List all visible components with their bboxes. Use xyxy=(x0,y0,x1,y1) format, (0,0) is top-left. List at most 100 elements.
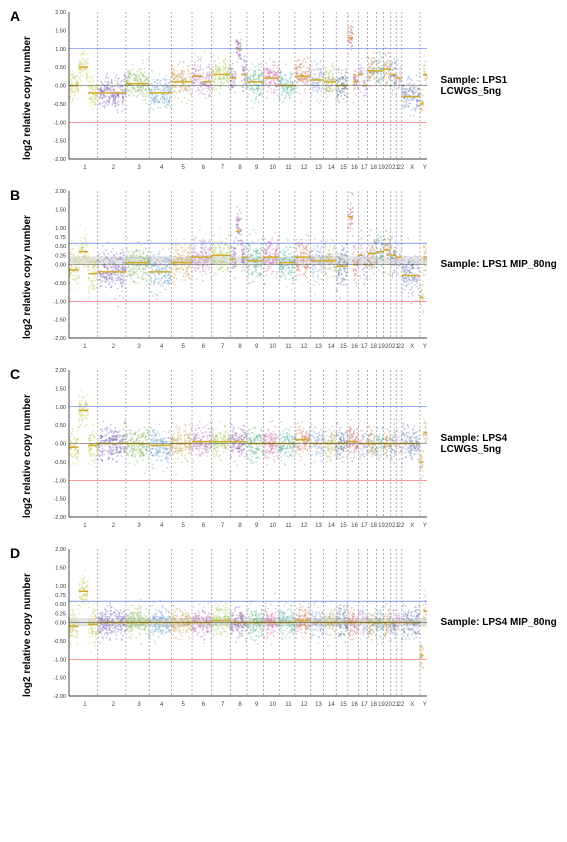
chart-panel: D log2 relative copy number -2.00-1.50-1… xyxy=(8,545,559,708)
x-tick-label: 9 xyxy=(248,344,264,350)
svg-text:1.50: 1.50 xyxy=(55,207,66,213)
panel-left-column: C log2 relative copy number xyxy=(8,366,47,526)
x-tick-label: 19 xyxy=(378,165,385,171)
x-tick-label: 4 xyxy=(151,702,173,708)
x-tick-label: 14 xyxy=(325,702,337,708)
x-tick-label: 8 xyxy=(232,523,249,529)
svg-text:1.00: 1.00 xyxy=(55,226,66,232)
x-tick-label: 17 xyxy=(360,523,369,529)
x-tick-label: 6 xyxy=(194,344,214,350)
x-tick-label: 12 xyxy=(296,165,311,171)
svg-text:2.00: 2.00 xyxy=(55,189,66,195)
x-tick-label: 14 xyxy=(325,523,337,529)
x-tick-label: 7 xyxy=(213,523,231,529)
chart-wrap: -2.00-1.50-1.00-0.500.000.501.001.502.00… xyxy=(49,366,429,529)
x-tick-label: 6 xyxy=(194,702,214,708)
x-tick-label: 10 xyxy=(265,344,281,350)
chart-panel: A log2 relative copy number -2.00-1.50-1… xyxy=(8,8,559,171)
x-tick-label: 17 xyxy=(360,165,369,171)
x-tick-label: 17 xyxy=(360,702,369,708)
sample-label: Sample: LPS4 MIP_80ng xyxy=(429,545,559,700)
svg-text:1.50: 1.50 xyxy=(55,28,66,34)
x-tick-label: 10 xyxy=(265,702,281,708)
sample-label: Sample: LPS4 LCWGS_5ng xyxy=(429,366,559,521)
x-tick-label: 16 xyxy=(349,523,359,529)
x-tick-label: 18 xyxy=(369,523,378,529)
x-tick-label: 1 xyxy=(71,344,100,350)
copy-number-chart: -2.00-1.50-1.00-0.500.000.501.001.502.00 xyxy=(49,366,429,521)
x-tick-label: 19 xyxy=(378,523,385,529)
x-tick-label: 15 xyxy=(338,702,350,708)
x-tick-label: X xyxy=(403,702,421,708)
chart-svg: -2.00-1.50-1.00-0.500.000.501.001.502.00 xyxy=(49,8,429,163)
x-tick-label: 11 xyxy=(281,702,297,708)
x-tick-label: 10 xyxy=(265,523,281,529)
chart-svg: -2.00-1.50-1.00-0.500.000.501.001.502.00 xyxy=(49,366,429,521)
x-tick-label: X xyxy=(403,344,421,350)
y-axis-label: log2 relative copy number xyxy=(22,207,33,347)
x-tick-label: 2 xyxy=(99,165,127,171)
x-tick-label: 15 xyxy=(338,165,350,171)
copy-number-chart: -2.00-1.50-1.00-0.500.000.250.500.751.00… xyxy=(49,545,429,700)
panel-letter: A xyxy=(10,8,20,24)
svg-text:2.00: 2.00 xyxy=(55,10,66,16)
x-tick-label: 8 xyxy=(232,344,249,350)
copy-number-chart: -2.00-1.50-1.00-0.500.000.250.500.751.00… xyxy=(49,187,429,342)
x-tick-label: 5 xyxy=(173,165,194,171)
x-tick-label: 12 xyxy=(296,523,311,529)
x-tick-label: 4 xyxy=(151,523,173,529)
panel-letter: D xyxy=(10,545,20,561)
x-tick-label: 2 xyxy=(99,523,127,529)
x-tick-label: Y xyxy=(421,344,428,350)
x-tick-label: 3 xyxy=(128,344,151,350)
svg-text:0.00: 0.00 xyxy=(55,263,66,269)
x-tick-label: 11 xyxy=(281,523,297,529)
svg-text:-2.00: -2.00 xyxy=(53,336,66,342)
x-tick-label: Y xyxy=(421,523,428,529)
figure-panels: A log2 relative copy number -2.00-1.50-1… xyxy=(8,8,559,708)
x-tick-label: 20 xyxy=(385,344,392,350)
svg-text:0.75: 0.75 xyxy=(55,235,66,241)
svg-text:0.50: 0.50 xyxy=(55,65,66,71)
x-tick-label: 18 xyxy=(369,702,378,708)
x-tick-label: 3 xyxy=(128,702,151,708)
x-tick-label: 19 xyxy=(378,344,385,350)
svg-text:0.25: 0.25 xyxy=(55,253,66,259)
x-tick-label: 16 xyxy=(349,702,359,708)
sample-label: Sample: LPS1 LCWGS_5ng xyxy=(429,8,559,163)
x-tick-label: 15 xyxy=(338,523,350,529)
x-axis-ticks: 1 2 3 4 5 6 7 8 9 10 11 12 13 14 15 16 1… xyxy=(69,344,427,350)
panel-left-column: D log2 relative copy number xyxy=(8,545,47,705)
x-tick-label: 16 xyxy=(349,344,359,350)
y-axis-label: log2 relative copy number xyxy=(22,28,33,168)
x-tick-label: 5 xyxy=(173,344,194,350)
svg-text:1.00: 1.00 xyxy=(55,47,66,53)
x-tick-label: 12 xyxy=(296,344,311,350)
chart-wrap: -2.00-1.50-1.00-0.500.000.250.500.751.00… xyxy=(49,187,429,350)
x-tick-label: 11 xyxy=(281,344,297,350)
x-tick-label: 4 xyxy=(151,165,173,171)
y-axis-label: log2 relative copy number xyxy=(22,565,33,705)
x-tick-label: X xyxy=(403,165,421,171)
chart-wrap: -2.00-1.50-1.00-0.500.000.250.500.751.00… xyxy=(49,545,429,708)
x-tick-label: 2 xyxy=(99,702,127,708)
x-tick-label: 9 xyxy=(248,702,264,708)
copy-number-chart: -2.00-1.50-1.00-0.500.000.501.001.502.00 xyxy=(49,8,429,163)
chart-svg: -2.00-1.50-1.00-0.500.000.250.500.751.00… xyxy=(49,545,429,700)
x-tick-label: 5 xyxy=(173,523,194,529)
sample-label: Sample: LPS1 MIP_80ng xyxy=(429,187,559,342)
x-tick-label: 20 xyxy=(385,165,392,171)
x-tick-label: 3 xyxy=(128,523,151,529)
svg-text:-1.00: -1.00 xyxy=(53,120,66,126)
chart-wrap: -2.00-1.50-1.00-0.500.000.501.001.502.00… xyxy=(49,8,429,171)
panel-left-column: B log2 relative copy number xyxy=(8,187,47,347)
x-tick-label: Y xyxy=(421,165,428,171)
x-tick-label: 4 xyxy=(151,344,173,350)
x-tick-label: 6 xyxy=(194,165,214,171)
x-tick-label: 7 xyxy=(213,702,231,708)
x-tick-label: 17 xyxy=(360,344,369,350)
x-axis-ticks: 1 2 3 4 5 6 7 8 9 10 11 12 13 14 15 16 1… xyxy=(69,165,427,171)
panel-letter: C xyxy=(10,366,20,382)
x-tick-label: X xyxy=(403,523,421,529)
svg-text:0.50: 0.50 xyxy=(55,244,66,250)
